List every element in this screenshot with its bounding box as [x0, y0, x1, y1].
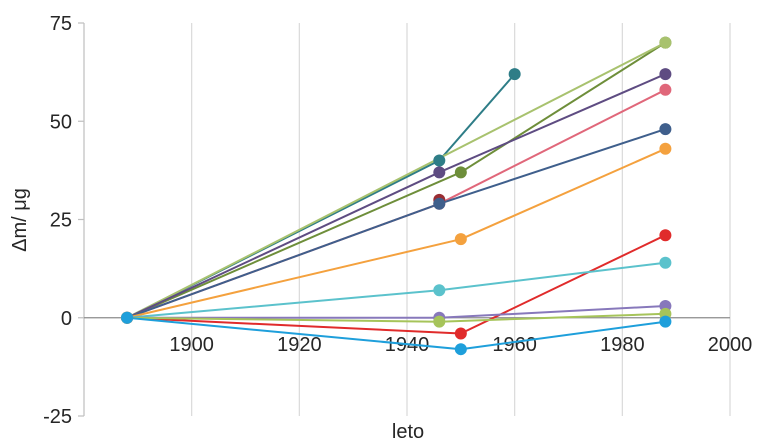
data-point: [433, 166, 446, 179]
data-point: [433, 197, 446, 210]
data-point: [454, 233, 467, 246]
data-point: [454, 327, 467, 340]
data-point: [508, 68, 521, 81]
series-line: [126, 128, 666, 319]
x-tick-label: 1900: [169, 334, 214, 356]
data-point: [454, 343, 467, 356]
data-point: [433, 154, 446, 167]
x-tick-label: 1980: [600, 334, 645, 356]
data-point: [433, 315, 446, 328]
series-lines: [126, 41, 666, 351]
data-point: [121, 311, 134, 324]
y-axis-title: Δm/ μg: [9, 188, 31, 252]
series-points: [121, 36, 672, 356]
series-line: [126, 41, 666, 319]
data-point: [659, 229, 672, 242]
y-tick-label: 75: [50, 13, 72, 35]
data-point: [659, 83, 672, 96]
y-tick-label: -25: [43, 406, 72, 428]
data-point: [659, 142, 672, 155]
data-point: [659, 36, 672, 49]
series-line: [126, 73, 666, 319]
data-point: [659, 315, 672, 328]
y-tick-label: 50: [50, 111, 72, 133]
x-tick-label: 1920: [277, 334, 322, 356]
data-point: [454, 166, 467, 179]
axes: [78, 22, 730, 417]
y-tick-label: 25: [50, 210, 72, 232]
data-point: [659, 123, 672, 136]
x-tick-label: 2000: [708, 334, 753, 356]
data-point: [659, 68, 672, 81]
x-tick-label: 1960: [492, 334, 537, 356]
x-axis-title: leto: [392, 421, 424, 442]
data-point: [659, 256, 672, 269]
data-point: [433, 284, 446, 297]
grid-lines: [191, 23, 731, 416]
series-line: [126, 147, 666, 319]
y-tick-label: 0: [61, 308, 72, 330]
